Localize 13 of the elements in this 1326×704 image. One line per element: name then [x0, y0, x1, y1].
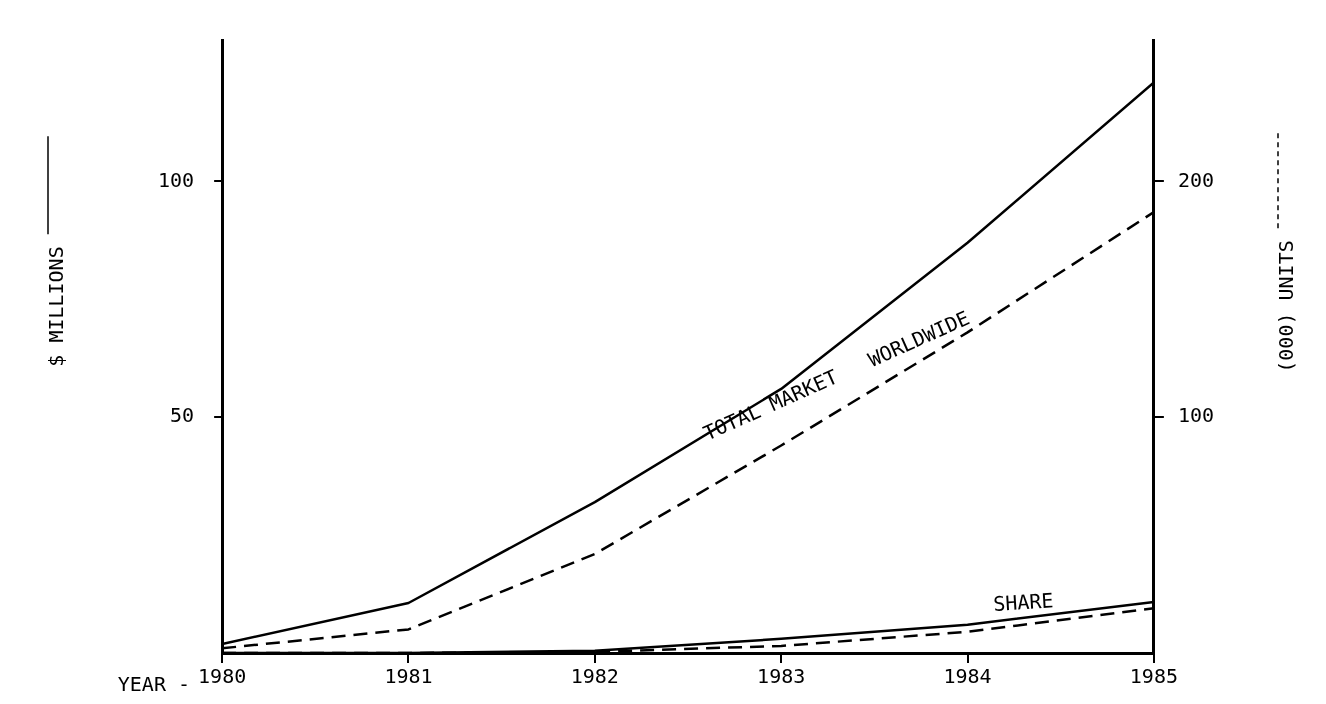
x-tick-label: 1980: [198, 664, 247, 689]
x-tick-label: 1985: [1129, 664, 1178, 689]
y-axis-title: $ MILLIONS: [44, 246, 69, 367]
x-tick-label: 1981: [384, 664, 433, 689]
x-tick-label: 1982: [570, 664, 619, 689]
y2-tick-label: 200: [1177, 167, 1214, 192]
x-axis-title: YEAR -: [117, 672, 191, 697]
x-tick-label: 1983: [757, 664, 806, 689]
y2-axis-title: (000) UNITS: [1274, 240, 1299, 373]
y2-tick-label: 100: [1177, 403, 1214, 428]
y-tick-label: 50: [170, 403, 195, 428]
annotation: SHARE: [992, 588, 1055, 616]
x-tick-label: 1984: [943, 664, 992, 689]
